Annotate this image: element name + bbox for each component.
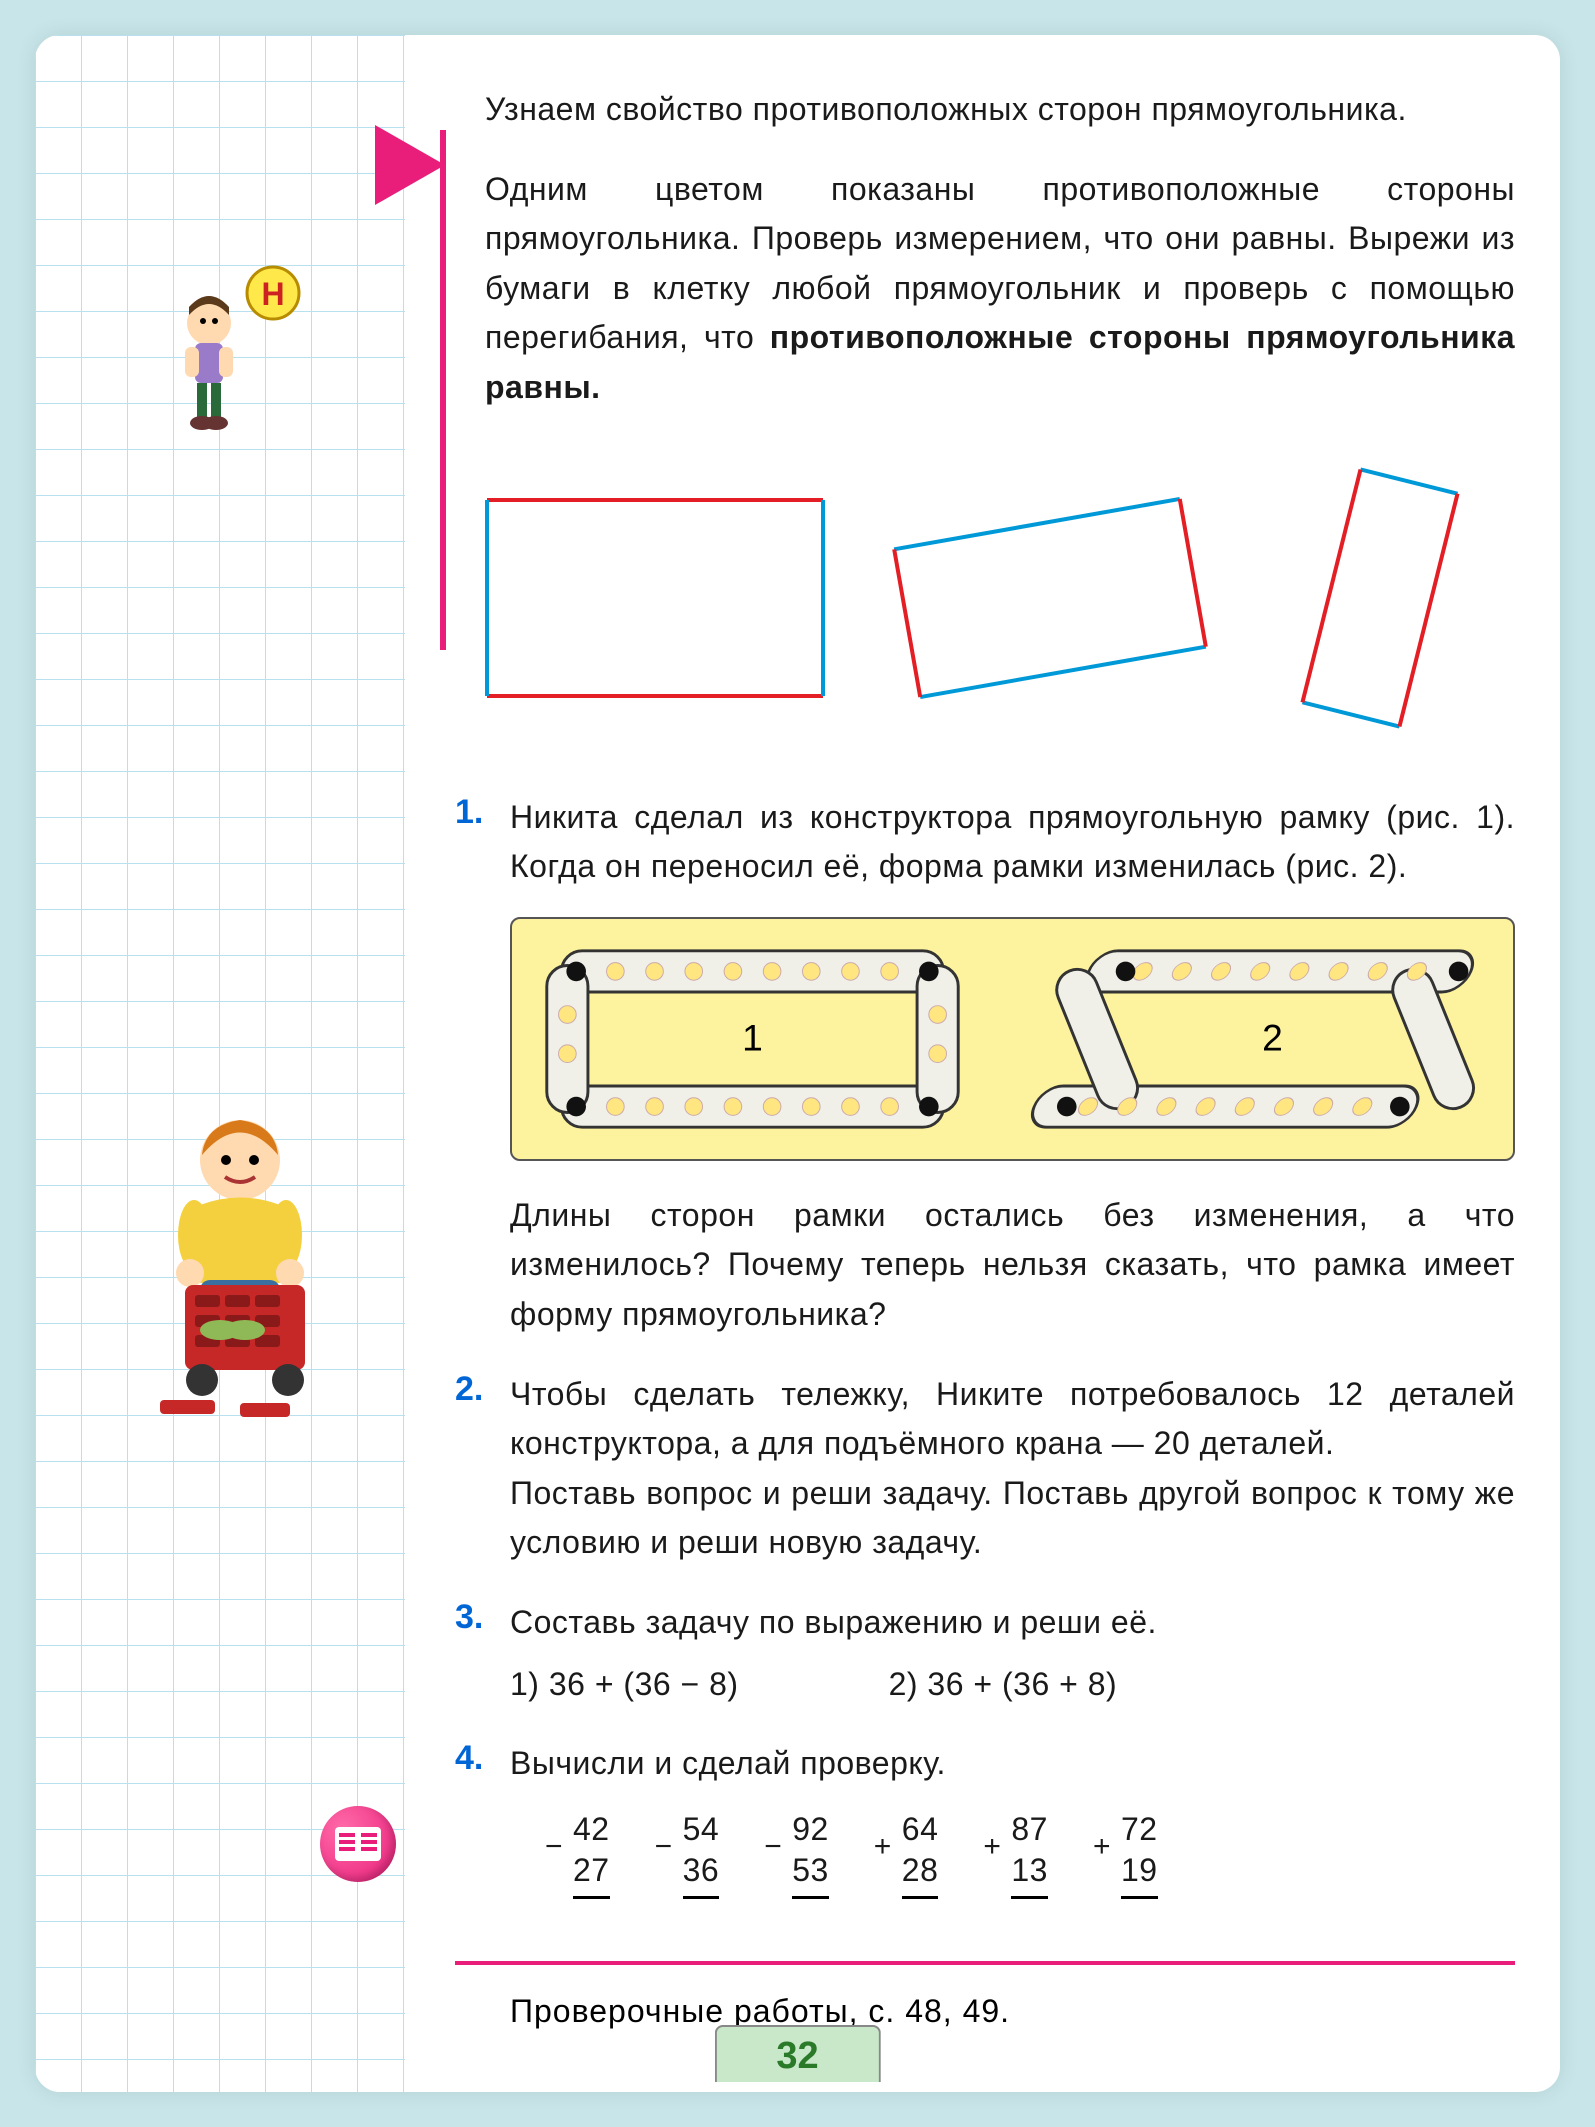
pink-divider <box>455 1961 1515 1965</box>
arith-problem: +8713 <box>983 1809 1048 1926</box>
task-1-text-a: Никита сделал из конструктора прямоуголь… <box>510 793 1515 892</box>
rectangles-row <box>485 453 1515 743</box>
page-frame: Н <box>35 35 1560 2092</box>
arith-problem: +6428 <box>874 1809 939 1926</box>
rectangle-2 <box>875 483 1225 713</box>
intro-paragraph-1: Узнаем свойство противоположных сторон п… <box>455 85 1515 135</box>
arith-problem: −5436 <box>655 1809 720 1926</box>
task-4-number: 4. <box>455 1739 510 1926</box>
page-number: 32 <box>714 2025 880 2082</box>
rectangle-3 <box>1275 453 1485 743</box>
task-2-text: Чтобы сделать тележку, Никите потребовал… <box>510 1370 1515 1568</box>
book-icon <box>320 1806 396 1882</box>
task-3: 3. Составь задачу по выражению и реши её… <box>455 1598 1515 1709</box>
intro-paragraph-2: Одним цветом показаны противоположные ст… <box>455 165 1515 413</box>
task-3-body: Составь задачу по выражению и реши её. 1… <box>510 1598 1515 1709</box>
meccano-frames-box: 1 2 <box>510 917 1515 1161</box>
svg-text:Н: Н <box>261 276 284 312</box>
arith-problem: −4227 <box>545 1809 610 1926</box>
task-1-text-b: Длины сторон рамки остались без изменени… <box>510 1191 1515 1340</box>
arithmetic-row: −4227 −5436 −9253 +6428 +8713 +7219 <box>545 1809 1515 1926</box>
task-1b: Длины сторон рамки остались без изменени… <box>455 1191 1515 1340</box>
task-4: 4. Вычисли и сделай проверку. −4227 −5436… <box>455 1739 1515 1926</box>
task-1-number: 1. <box>455 793 510 892</box>
task-3-expr-2: 2) 36 + (36 + 8) <box>889 1660 1118 1710</box>
task-2: 2. Чтобы сделать тележку, Никите потребо… <box>455 1370 1515 1568</box>
task-3-text: Составь задачу по выражению и реши её. <box>510 1604 1157 1640</box>
svg-text:2: 2 <box>1262 1017 1283 1059</box>
main-content: Узнаем свойство противоположных сторон п… <box>455 85 1515 2042</box>
boy-building-illustration <box>130 1105 380 1425</box>
task-4-text: Вычисли и сделай проверку. <box>510 1745 946 1781</box>
pink-sidebar-bar <box>440 130 446 650</box>
svg-text:1: 1 <box>742 1017 763 1059</box>
boy-thinking-illustration: Н <box>155 265 305 445</box>
task-2-number: 2. <box>455 1370 510 1568</box>
footer-reference: Проверочные работы, с. 48, 49. <box>510 1993 1515 2030</box>
task-3-number: 3. <box>455 1598 510 1709</box>
arith-problem: +7219 <box>1093 1809 1158 1926</box>
arith-problem: −9253 <box>764 1809 829 1926</box>
task-3-expr-1: 1) 36 + (36 − 8) <box>510 1660 739 1710</box>
task-4-body: Вычисли и сделай проверку. −4227 −5436 −92… <box>510 1739 1515 1926</box>
rectangle-1 <box>485 498 825 698</box>
meccano-frame-2: 2 <box>1008 939 1488 1139</box>
meccano-frame-1: 1 <box>537 939 968 1139</box>
pink-arrow-icon <box>375 125 445 205</box>
task-1: 1. Никита сделал из конструктора прямоуг… <box>455 793 1515 892</box>
